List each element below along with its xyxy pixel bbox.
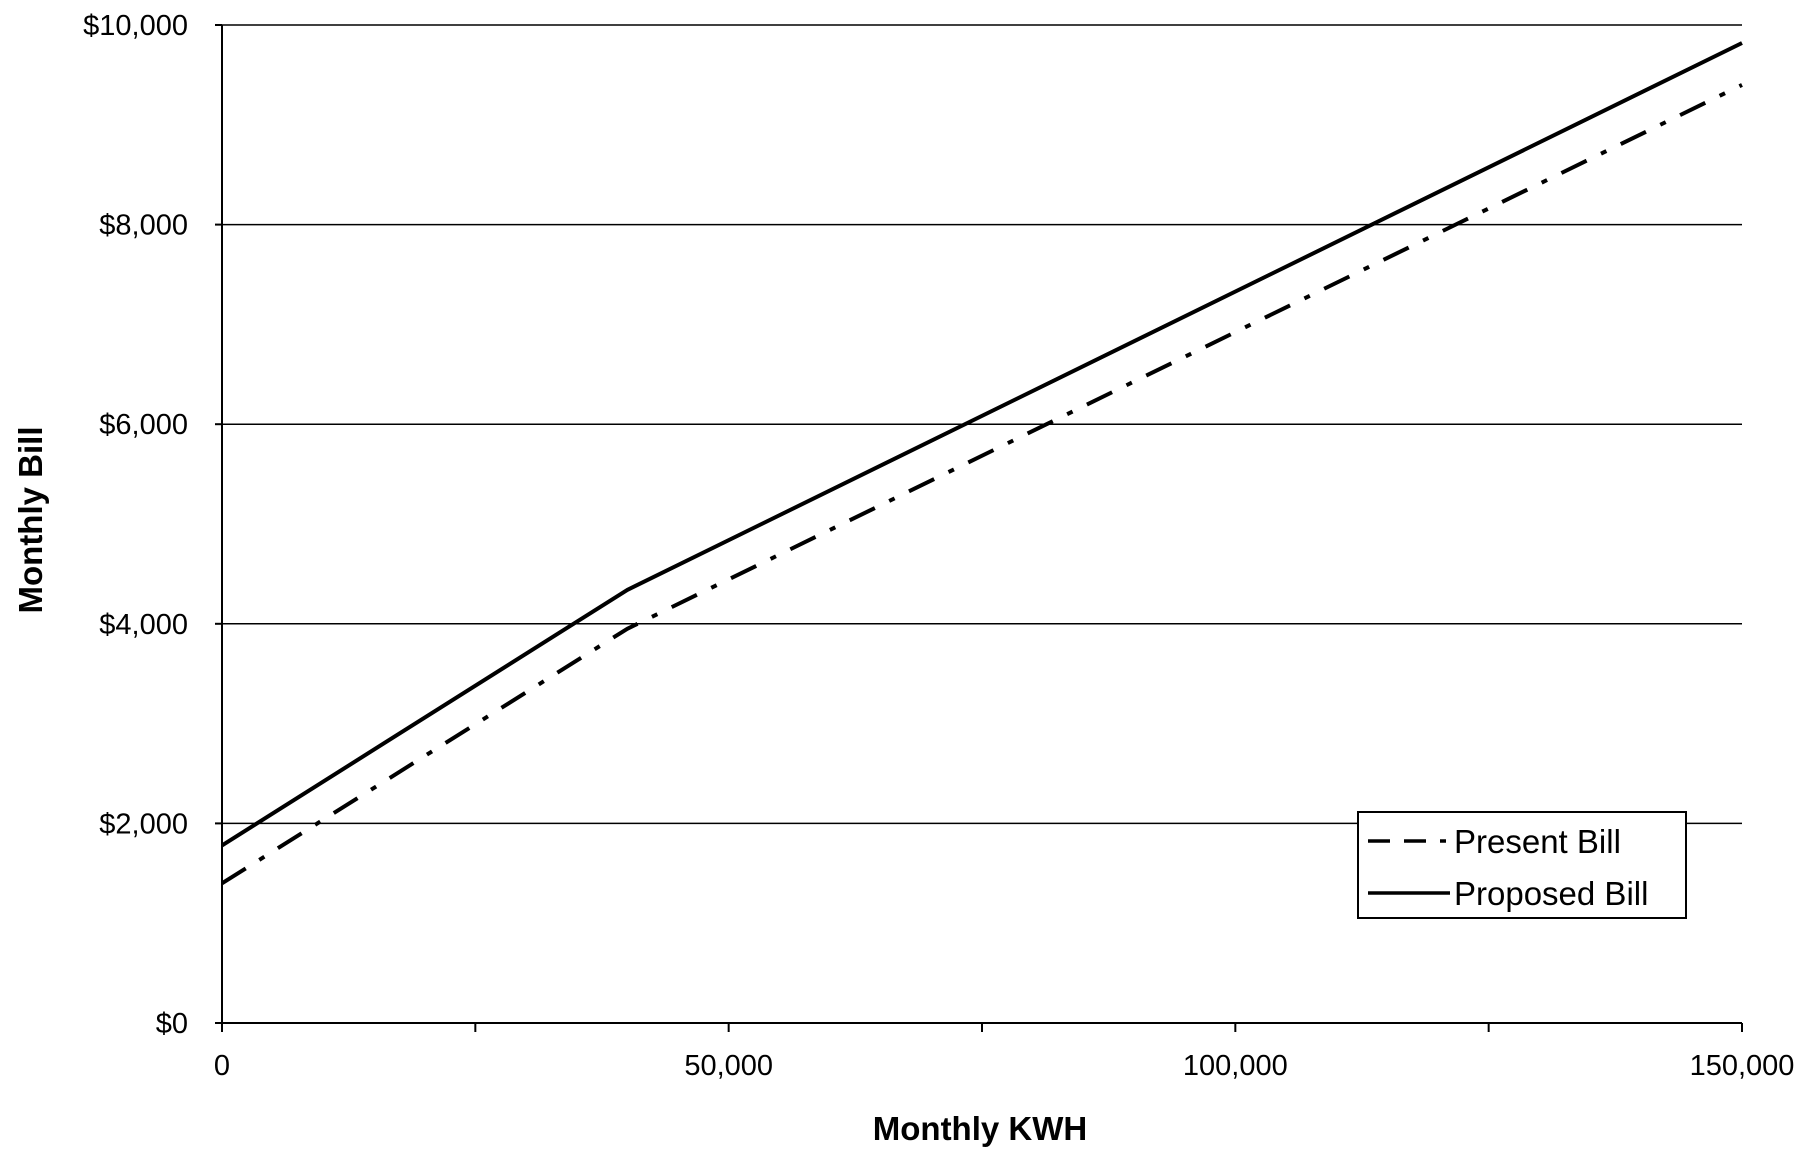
y-tick-label-3: $6,000 — [99, 409, 188, 441]
x-tick-label-2: 100,000 — [1183, 1050, 1288, 1082]
y-tick-label-4: $8,000 — [99, 210, 188, 242]
y-tick-label-2: $4,000 — [99, 609, 188, 641]
legend-label-present-bill: Present Bill — [1454, 823, 1621, 860]
y-tick-label-0: $0 — [156, 1008, 188, 1040]
x-tick-label-0: 0 — [214, 1050, 230, 1082]
series-lines — [220, 41, 1743, 885]
x-tick-label-1: 50,000 — [684, 1050, 773, 1082]
legend-box — [1357, 811, 1687, 919]
x-axis-title: Monthly KWH — [873, 1110, 1087, 1147]
series-line-proposed-bill — [220, 41, 1743, 848]
legend-label-proposed-bill: Proposed Bill — [1454, 875, 1648, 912]
y-axis-title: Monthly Bill — [12, 427, 49, 614]
series-line-present-bill — [220, 83, 1743, 885]
tick-labels: $0 $2,000 $4,000 $6,000 $8,000 $10,000 0 50,000… — [83, 10, 1794, 1082]
legend: Present Bill Proposed Bill — [1357, 811, 1687, 919]
x-tick-label-3: 150,000 — [1690, 1050, 1795, 1082]
y-tick-label-1: $2,000 — [99, 808, 188, 840]
y-tick-label-5: $10,000 — [83, 10, 188, 42]
axes — [215, 24, 1743, 1032]
